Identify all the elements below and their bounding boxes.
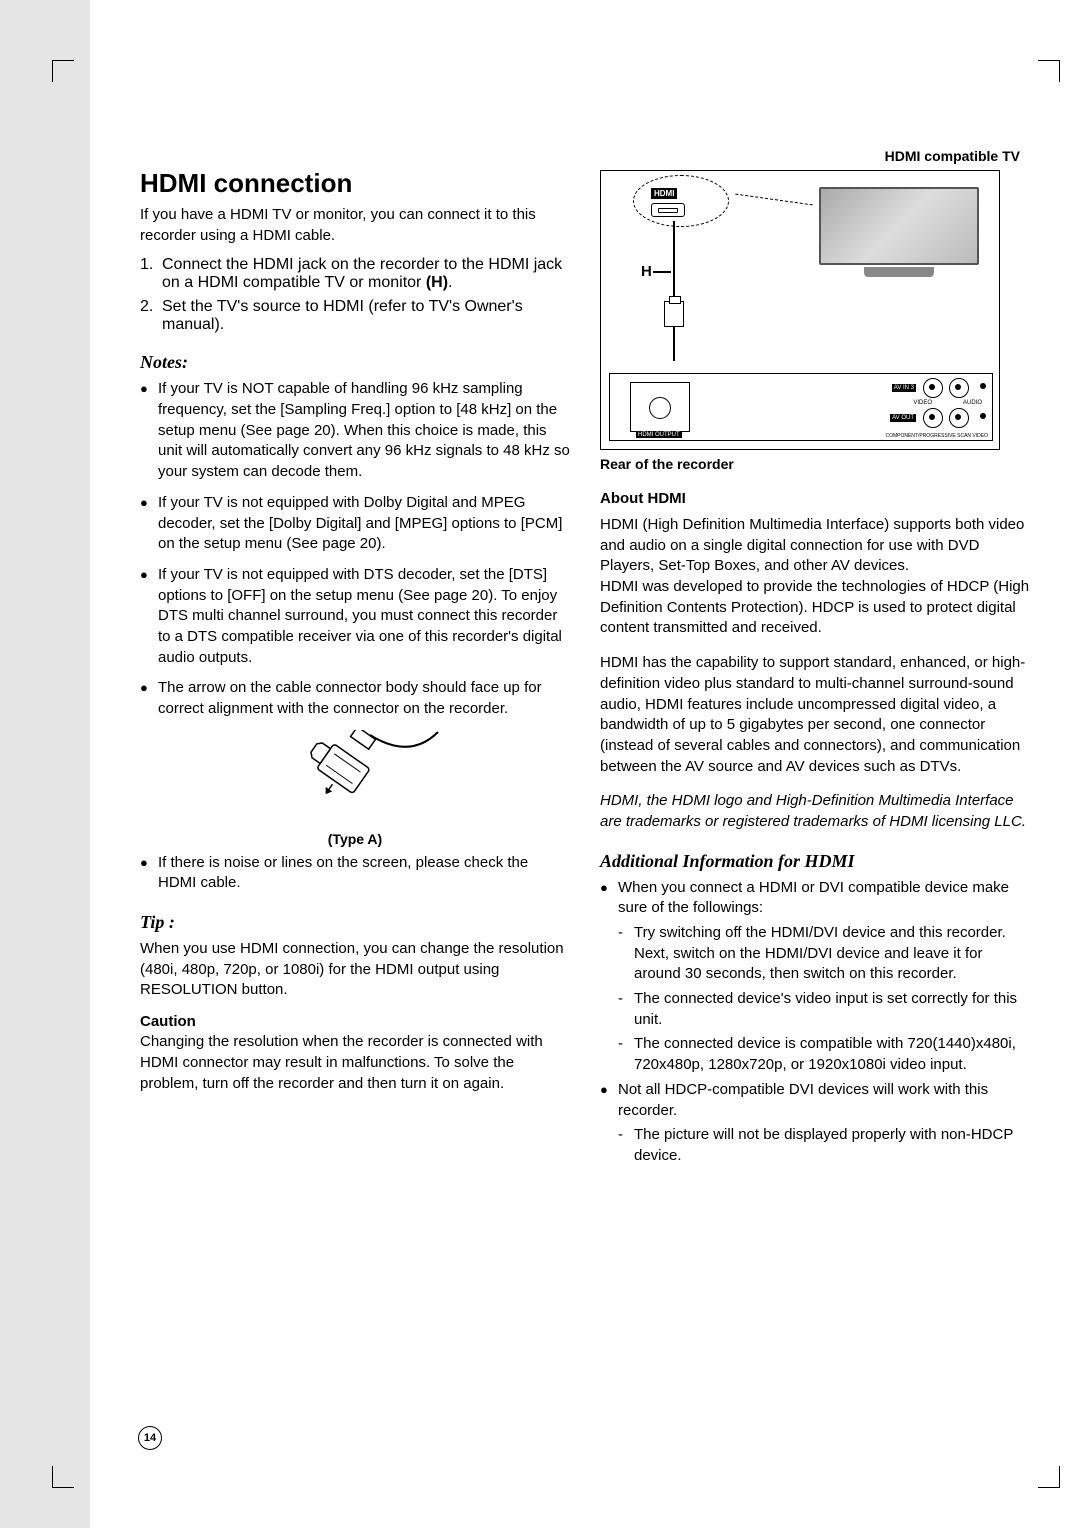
diagram-wrapper: HDMI compatible TV HDMI H [600, 170, 1030, 472]
left-gray-sidebar [0, 0, 90, 1528]
recorder-rear-panel-icon: HDMI OUTPUT AV IN 3 VIDEO AUDIO AV OUT [609, 373, 993, 441]
av-in-badge: AV IN 3 [892, 384, 916, 392]
note-text: If there is noise or lines on the screen… [158, 853, 570, 894]
crop-mark-tl [52, 60, 74, 82]
about-hdmi-heading: About HDMI [600, 490, 1030, 507]
addl-text: Not all HDCP-compatible DVI devices will… [618, 1080, 1030, 1167]
steps-list: 1. Connect the HDMI jack on the recorder… [140, 256, 570, 334]
connector-type-label: (Type A) [140, 831, 570, 847]
step-number: 2. [140, 298, 162, 334]
cable-h-label: H [641, 263, 652, 280]
bullet-icon: ● [140, 379, 158, 482]
hdmi-port-icon: HDMI [651, 183, 685, 217]
hdmi-output-port-icon [630, 382, 690, 432]
tip-heading: Tip : [140, 912, 570, 933]
sub-item: - The picture will not be displayed prop… [618, 1125, 1030, 1166]
step-2: 2. Set the TV's source to HDMI (refer to… [140, 298, 570, 334]
rca-port-icon [949, 408, 969, 428]
sub-item: - The connected device is compatible wit… [618, 1034, 1030, 1075]
sub-item: - The connected device's video input is … [618, 989, 1030, 1030]
dash-icon: - [618, 989, 634, 1030]
addl-item: ● Not all HDCP-compatible DVI devices wi… [600, 1080, 1030, 1167]
sub-item: - Try switching off the HDMI/DVI device … [618, 923, 1030, 985]
note-text: If your TV is not equipped with DTS deco… [158, 565, 570, 668]
page-number: 14 [138, 1426, 162, 1450]
note-item: ● The arrow on the cable connector body … [140, 678, 570, 719]
notes-heading: Notes: [140, 352, 570, 373]
section-title: HDMI connection [140, 168, 570, 199]
crop-mark-tr [1038, 60, 1060, 82]
content-area: HDMI connection If you have a HDMI TV or… [140, 168, 1040, 1177]
av-in-ports: AV IN 3 [892, 378, 988, 398]
note-item: ● If your TV is NOT capable of handling … [140, 379, 570, 482]
dash-icon: - [618, 923, 634, 985]
dash-icon: - [618, 1034, 634, 1075]
tv-label: HDMI compatible TV [885, 148, 1020, 164]
about-para-2: HDMI has the capability to support stand… [600, 653, 1030, 777]
bullet-icon: ● [600, 878, 618, 1076]
note-text: The arrow on the cable connector body sh… [158, 678, 570, 719]
step-text: Set the TV's source to HDMI (refer to TV… [162, 298, 570, 334]
left-column: HDMI connection If you have a HDMI TV or… [140, 168, 570, 1177]
step-number: 1. [140, 256, 162, 292]
crop-mark-bl [52, 1466, 74, 1488]
connection-diagram: HDMI H HDMI OUTPUT [600, 170, 1000, 450]
step-text: Connect the HDMI jack on the recorder to… [162, 256, 570, 292]
tip-body: When you use HDMI connection, you can ch… [140, 939, 570, 1001]
component-label: COMPONENT/PROGRESSIVE SCAN VIDEO [885, 433, 988, 439]
tv-icon [819, 187, 979, 279]
trademark-notice: HDMI, the HDMI logo and High-Definition … [600, 791, 1030, 832]
step-1: 1. Connect the HDMI jack on the recorder… [140, 256, 570, 292]
video-label: VIDEO [913, 400, 932, 406]
zoom-line [735, 194, 812, 206]
h-pointer-line [653, 271, 671, 273]
bullet-icon: ● [140, 853, 158, 894]
right-column: HDMI compatible TV HDMI H [600, 168, 1030, 1177]
bullet-icon: ● [600, 1080, 618, 1167]
hdmi-jack-icon [651, 203, 685, 217]
hdmi-plug-icon [664, 301, 684, 327]
dash-icon: - [618, 1125, 634, 1166]
rca-port-icon [923, 408, 943, 428]
connector-figure [140, 730, 570, 825]
note-text: If your TV is NOT capable of handling 96… [158, 379, 570, 482]
hdmi-cable-icon [673, 221, 675, 361]
caution-body: Changing the resolution when the recorde… [140, 1032, 570, 1094]
note-item: ● If there is noise or lines on the scre… [140, 853, 570, 894]
av-out-badge: AV OUT [890, 414, 916, 422]
intro-text: If you have a HDMI TV or monitor, you ca… [140, 205, 570, 246]
caution-heading: Caution [140, 1013, 570, 1030]
rca-port-icon [923, 378, 943, 398]
audio-label: AUDIO [963, 400, 982, 406]
rear-caption: Rear of the recorder [600, 456, 1030, 472]
note-item: ● If your TV is not equipped with Dolby … [140, 493, 570, 555]
manual-page: HDMI connection If you have a HDMI TV or… [0, 0, 1080, 1528]
about-para-1: HDMI (High Definition Multimedia Interfa… [600, 515, 1030, 577]
crop-mark-br [1038, 1466, 1060, 1488]
addl-item: ● When you connect a HDMI or DVI compati… [600, 878, 1030, 1076]
addl-text: When you connect a HDMI or DVI compatibl… [618, 878, 1030, 1076]
hdmi-port-label: HDMI [651, 188, 677, 199]
note-text: If your TV is not equipped with Dolby Di… [158, 493, 570, 555]
bullet-icon: ● [140, 678, 158, 719]
note-item: ● If your TV is not equipped with DTS de… [140, 565, 570, 668]
hdmi-output-label: HDMI OUTPUT [636, 432, 682, 438]
av-out-ports: AV OUT [890, 408, 988, 428]
about-para-1b: HDMI was developed to provide the techno… [600, 577, 1030, 639]
bullet-icon: ● [140, 565, 158, 668]
rca-port-icon [949, 378, 969, 398]
additional-info-heading: Additional Information for HDMI [600, 851, 1030, 872]
hdmi-connector-icon [270, 730, 440, 820]
bullet-icon: ● [140, 493, 158, 555]
